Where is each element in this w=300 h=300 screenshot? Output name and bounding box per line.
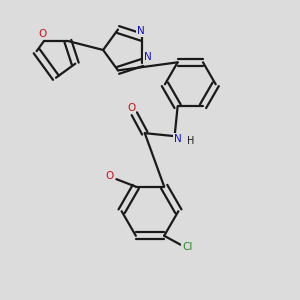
Text: O: O bbox=[106, 171, 114, 181]
Text: H: H bbox=[187, 136, 194, 146]
Text: Cl: Cl bbox=[182, 242, 192, 252]
Text: O: O bbox=[127, 103, 136, 113]
Text: O: O bbox=[38, 28, 46, 38]
Text: N: N bbox=[143, 52, 151, 62]
Text: N: N bbox=[174, 134, 182, 144]
Text: N: N bbox=[136, 26, 144, 36]
